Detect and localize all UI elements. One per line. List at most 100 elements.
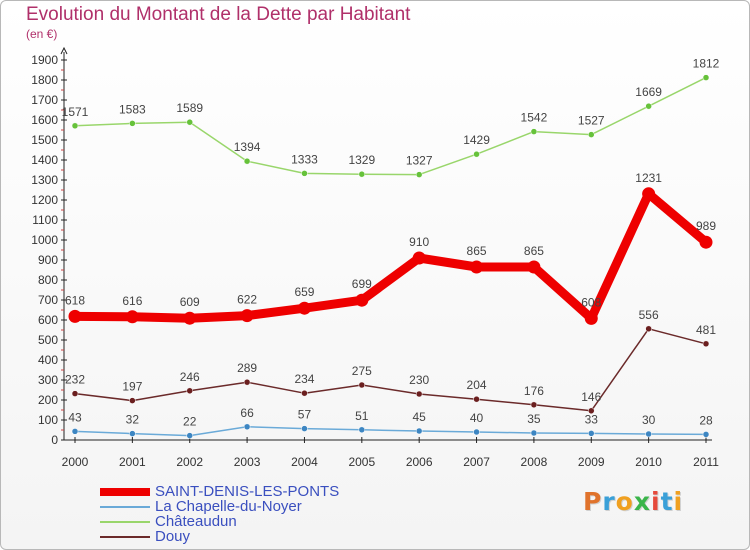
y-tick-label: 1400 [31, 153, 58, 167]
data-label-douy: 197 [122, 380, 142, 394]
y-tick-label: 1800 [31, 73, 58, 87]
x-tick-label: 2001 [119, 455, 146, 469]
x-tick-label: 2003 [234, 455, 261, 469]
x-tick-label: 2002 [176, 455, 203, 469]
data-label-la-chapelle-du-noyer: 57 [298, 408, 312, 422]
data-label-douy: 289 [237, 361, 257, 375]
data-point-douy [588, 407, 595, 415]
y-tick-label: 500 [38, 333, 58, 347]
data-label-ch-teaudun: 1527 [578, 114, 605, 128]
data-point-saint-denis-les-ponts [584, 311, 598, 325]
chart-legend: SAINT-DENIS-LES-PONTS La Chapelle-du-Noye… [100, 484, 500, 544]
y-tick-label: 0 [51, 433, 58, 447]
data-point-ch-teaudun [301, 170, 308, 177]
data-label-douy: 234 [294, 372, 314, 386]
x-tick-label: 2005 [348, 455, 375, 469]
data-point-la-chapelle-du-noyer [530, 429, 538, 437]
data-point-la-chapelle-du-noyer [588, 430, 595, 437]
data-point-douy [358, 381, 366, 389]
data-label-saint-denis-les-ponts: 618 [65, 293, 85, 307]
data-label-saint-denis-les-ponts: 1231 [635, 171, 662, 185]
y-tick-label: 100 [38, 413, 58, 427]
data-label-douy: 481 [696, 323, 716, 337]
x-tick-label: 2011 [693, 455, 719, 469]
data-point-saint-denis-les-ponts [470, 260, 484, 274]
data-label-douy: 275 [352, 364, 372, 378]
y-tick-label: 700 [38, 293, 58, 307]
data-point-la-chapelle-du-noyer [129, 430, 136, 437]
data-label-saint-denis-les-ponts: 622 [237, 293, 257, 307]
data-point-saint-denis-les-ponts [125, 310, 139, 324]
data-label-la-chapelle-du-noyer: 45 [413, 410, 427, 424]
data-point-saint-denis-les-ponts [297, 301, 311, 315]
series-line-saint-denis-les-ponts [70, 189, 711, 323]
data-point-douy [243, 378, 251, 386]
data-label-ch-teaudun: 1571 [62, 105, 89, 119]
data-label-douy: 204 [467, 378, 487, 392]
y-tick-label: 800 [38, 273, 58, 287]
chart-title: Evolution du Montant de la Dette par Hab… [26, 4, 411, 25]
legend-item: Douy [100, 529, 500, 544]
data-label-douy: 230 [409, 373, 429, 387]
chart-unit: (en €) [26, 27, 58, 41]
x-tick-label: 2004 [291, 455, 318, 469]
legend-swatch [100, 488, 150, 496]
data-point-la-chapelle-du-noyer [645, 430, 652, 438]
y-tick-label: 1000 [31, 233, 58, 247]
legend-label: Châteaudun [155, 513, 237, 530]
data-point-la-chapelle-du-noyer [71, 428, 79, 435]
data-point-saint-denis-les-ponts [527, 260, 541, 274]
x-tick-label: 2010 [635, 455, 662, 469]
data-point-saint-denis-les-ponts [355, 293, 369, 307]
data-point-saint-denis-les-ponts [642, 187, 656, 201]
series-line-ch-teaudun [74, 76, 707, 176]
data-point-douy [702, 340, 710, 348]
data-label-ch-teaudun: 1589 [176, 101, 203, 115]
data-point-saint-denis-les-ponts [412, 251, 426, 265]
data-label-ch-teaudun: 1327 [406, 154, 433, 168]
y-tick-label: 1200 [31, 193, 58, 207]
line-chart: 0 100 200 300 400 500 600 700 800 900 1000 1100 1200… [31, 46, 720, 469]
data-point-ch-teaudun [186, 118, 193, 126]
data-label-la-chapelle-du-noyer: 35 [527, 412, 541, 426]
data-label-la-chapelle-du-noyer: 30 [642, 413, 656, 427]
data-point-ch-teaudun [71, 122, 79, 130]
y-tick-label: 1900 [31, 53, 58, 67]
data-point-la-chapelle-du-noyer [358, 426, 366, 434]
y-tick-label: 300 [38, 373, 58, 387]
data-label-la-chapelle-du-noyer: 28 [699, 413, 713, 427]
data-label-ch-teaudun: 1812 [693, 57, 720, 71]
data-label-douy: 176 [524, 384, 544, 398]
data-label-ch-teaudun: 1329 [348, 153, 375, 167]
data-point-la-chapelle-du-noyer [186, 432, 193, 439]
data-label-saint-denis-les-ponts: 910 [409, 235, 429, 249]
data-label-la-chapelle-du-noyer: 66 [240, 406, 254, 420]
data-point-douy [645, 325, 652, 333]
data-label-saint-denis-les-ponts: 699 [352, 277, 372, 291]
data-label-saint-denis-les-ponts: 865 [467, 244, 487, 258]
legend-label: La Chapelle-du-Noyer [155, 498, 302, 515]
y-tick-label: 1100 [32, 213, 58, 227]
y-tick-label: 1300 [31, 173, 58, 187]
series-line-la-chapelle-du-noyer [74, 426, 707, 437]
x-tick-label: 2006 [406, 455, 433, 469]
data-label-ch-teaudun: 1333 [291, 152, 318, 166]
data-label-saint-denis-les-ponts: 616 [122, 294, 142, 308]
y-tick-label: 1700 [31, 93, 58, 107]
y-tick-label: 900 [38, 253, 58, 267]
data-label-la-chapelle-du-noyer: 51 [355, 409, 369, 423]
data-point-saint-denis-les-ponts [699, 235, 713, 249]
data-label-ch-teaudun: 1394 [234, 140, 261, 154]
data-label-saint-denis-les-ponts: 608 [581, 295, 601, 309]
legend-item: La Chapelle-du-Noyer [100, 499, 500, 514]
data-point-saint-denis-les-ponts [183, 311, 197, 325]
legend-swatch [100, 506, 150, 508]
y-tick-label: 600 [38, 313, 58, 327]
x-tick-label: 2009 [578, 455, 605, 469]
data-label-ch-teaudun: 1583 [119, 102, 146, 116]
data-point-ch-teaudun [588, 131, 595, 138]
data-label-la-chapelle-du-noyer: 33 [585, 412, 599, 426]
data-point-ch-teaudun [129, 120, 136, 127]
data-label-douy: 556 [639, 308, 659, 322]
legend-item: Châteaudun [100, 514, 500, 529]
